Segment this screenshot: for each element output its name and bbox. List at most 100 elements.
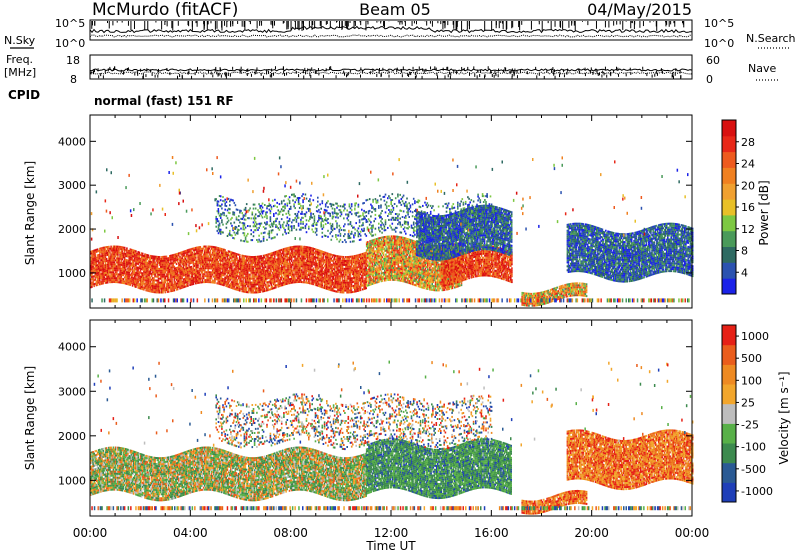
power-cell [213,275,215,278]
power-cell [187,280,189,283]
power-cell [178,270,180,273]
power-cell [153,271,155,274]
power-cell [213,252,215,254]
power-cell [297,245,300,248]
power-cell [148,288,151,291]
power-cell [161,273,163,276]
power-cell [173,257,176,260]
power-cell [242,254,244,257]
power-cell [245,259,248,262]
power-cell [263,264,266,267]
power-cell [193,270,196,273]
power-cell [250,261,252,264]
power-cell [284,261,286,264]
power-cell [236,259,239,262]
power-cell [117,267,119,270]
power-cell [240,272,242,275]
power-cell [137,253,139,256]
power-cell [91,254,93,257]
power-cell [241,280,243,283]
power-cell [145,265,147,268]
power-cell [182,250,185,253]
power-cell [244,283,247,285]
power-cell [120,263,123,266]
power-cell [129,258,132,261]
power-cell [201,249,204,252]
power-cell [286,276,288,279]
power-cell [103,246,106,249]
power-cell [125,272,127,275]
power-cell [216,274,218,277]
power-cell [161,281,163,284]
power-cell [132,283,135,286]
power-cell [258,255,260,258]
power-cell [157,273,160,276]
power-cell [255,291,258,294]
power-cell [251,273,253,276]
power-cell [245,287,248,290]
power-cell [148,290,151,293]
power-cell [173,281,176,284]
power-cell [127,251,129,254]
power-cell [121,274,124,276]
power-cell [118,251,120,254]
power-cell [294,247,296,250]
power-cell [156,257,159,260]
power-cell [226,271,229,274]
power-cell [134,269,136,272]
power-cell [130,250,133,253]
power-cell [198,248,200,251]
power-cell [302,263,304,266]
power-cell [181,276,183,279]
power-cell [248,277,250,280]
power-cell [288,272,291,275]
power-cell [173,255,176,258]
power-cell [201,277,204,280]
power-cell [254,271,257,274]
power-cell [103,270,106,273]
power-cell [123,262,126,265]
power-cell [242,278,244,281]
power-cell [214,279,216,282]
power-cell [274,259,276,262]
power-cell [278,265,281,268]
power-cell [271,271,274,274]
power-cell [101,272,103,275]
power-cell [141,286,144,289]
power-cell [296,269,299,272]
power-cell [243,267,246,269]
power-cell [110,263,112,266]
power-cell [146,277,148,280]
power-cell [165,275,168,278]
power-cell [149,264,152,267]
power-cell [100,281,102,283]
power-cell [278,281,281,284]
power-cell [154,289,156,292]
power-cell [199,275,202,278]
power-cell [286,272,288,275]
power-cell [241,266,243,269]
power-cell [108,269,110,272]
power-cell [201,261,204,264]
power-cell [184,250,187,252]
power-cell [185,279,188,282]
power-cell [163,257,165,260]
power-cell [283,281,285,284]
power-cell [289,252,292,255]
power-cell [171,266,173,269]
power-cell [99,253,101,256]
power-cell [189,270,191,273]
power-cell [90,286,92,289]
power-cell [128,265,130,268]
power-cell [189,258,191,261]
power-cell [91,256,93,259]
power-cell [230,255,232,257]
power-cell [213,279,215,282]
power-cell [99,267,101,270]
power-cell [274,275,276,277]
power-cell [132,263,135,266]
power-cell [292,248,294,250]
power-cell [139,253,142,256]
power-cell [276,258,278,261]
power-cell [103,252,106,255]
